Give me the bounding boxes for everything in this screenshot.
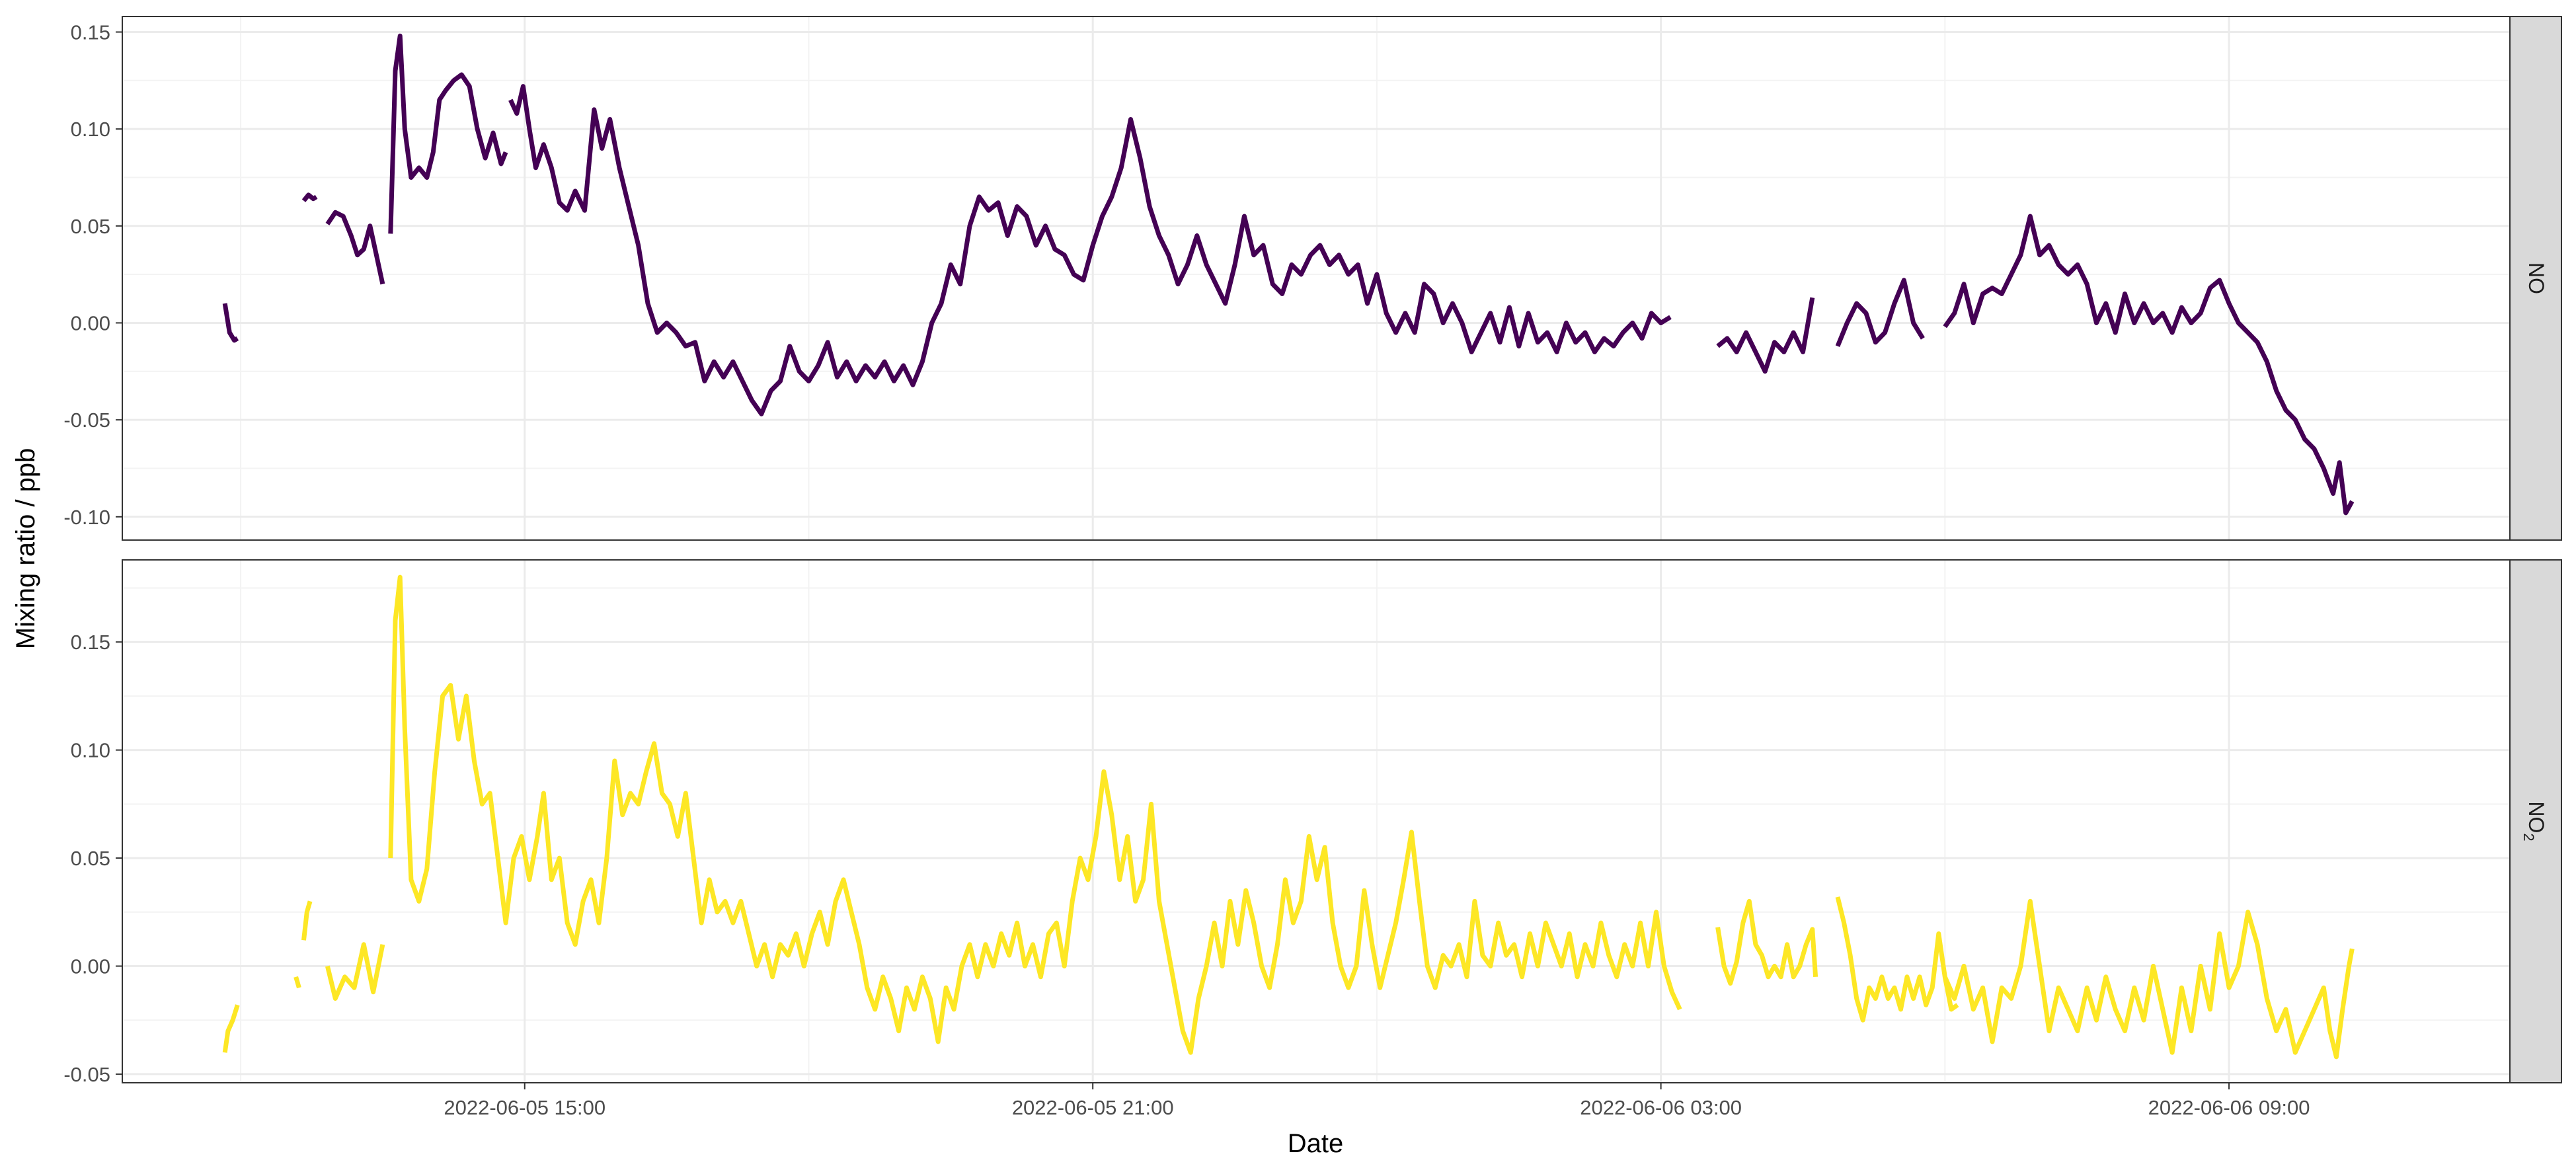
facet-strip xyxy=(2509,16,2562,541)
x-axis-title: Date xyxy=(1288,1129,1344,1158)
facet-strip-label: NO xyxy=(2524,262,2548,294)
series-line-segment xyxy=(301,192,318,202)
series-line-segment xyxy=(1943,898,2355,1060)
facet-panel-2: -0.05 0.00 0.05 0.10 0.15 NO2 xyxy=(63,559,2562,1086)
series-line-segment xyxy=(222,1004,240,1053)
y-tick-label: -0.10 xyxy=(63,506,110,529)
y-tick-label: -0.05 xyxy=(63,1063,110,1086)
series-line-segment xyxy=(1715,898,1818,986)
facet-panel-1: -0.10 -0.05 0.00 0.05 0.10 0.15 NO xyxy=(63,16,2562,541)
x-axis: 2022-06-05 15:00 2022-06-05 21:00 2022-06-… xyxy=(444,1083,2310,1119)
x-tick-label: 2022-06-05 21:00 xyxy=(1012,1096,1174,1119)
facets-layer: -0.10 -0.05 0.00 0.05 0.10 0.15 NO -0.05 0.00 0.0… xyxy=(63,16,2562,1086)
strip-label-subscript: 2 xyxy=(2520,833,2537,841)
strip-label-text: NO xyxy=(2524,262,2548,294)
strip-label-text: NO xyxy=(2524,801,2548,833)
series-line-segment xyxy=(1835,896,1959,1023)
x-tick-label: 2022-06-06 09:00 xyxy=(2148,1096,2310,1119)
y-tick-label: 0.05 xyxy=(71,847,110,870)
facet-strip xyxy=(2509,559,2562,1083)
y-tick-label: 0.00 xyxy=(71,955,110,978)
y-tick-label: 0.15 xyxy=(71,20,110,44)
y-tick-label: 0.00 xyxy=(71,311,110,334)
panel-background xyxy=(122,17,2510,540)
y-tick-label: 0.05 xyxy=(71,215,110,238)
series-line-segment xyxy=(222,303,239,343)
series-line-segment xyxy=(325,942,385,1001)
y-tick-label: 0.10 xyxy=(71,739,110,762)
y-tick-label: 0.10 xyxy=(71,118,110,141)
facet-strip-label: NO2 xyxy=(2520,801,2548,841)
series-line-segment xyxy=(301,900,313,941)
y-axis-title: Mixing ratio / ppb xyxy=(11,448,40,650)
y-tick-label: -0.05 xyxy=(63,409,110,432)
series-line-segment xyxy=(388,574,1682,1055)
series-line-segment xyxy=(508,84,1672,416)
series-line-segment xyxy=(325,210,385,285)
y-tick-label: 0.15 xyxy=(71,631,110,654)
series-line-segment xyxy=(1943,214,2355,516)
series-line-segment xyxy=(293,976,301,989)
x-tick-label: 2022-06-05 15:00 xyxy=(444,1096,605,1119)
series-line-segment xyxy=(388,33,508,234)
series-line-segment xyxy=(1716,297,1815,374)
panel-background xyxy=(122,560,2510,1083)
x-tick-label: 2022-06-06 03:00 xyxy=(1580,1096,1742,1119)
series-line-segment xyxy=(1835,278,1925,348)
